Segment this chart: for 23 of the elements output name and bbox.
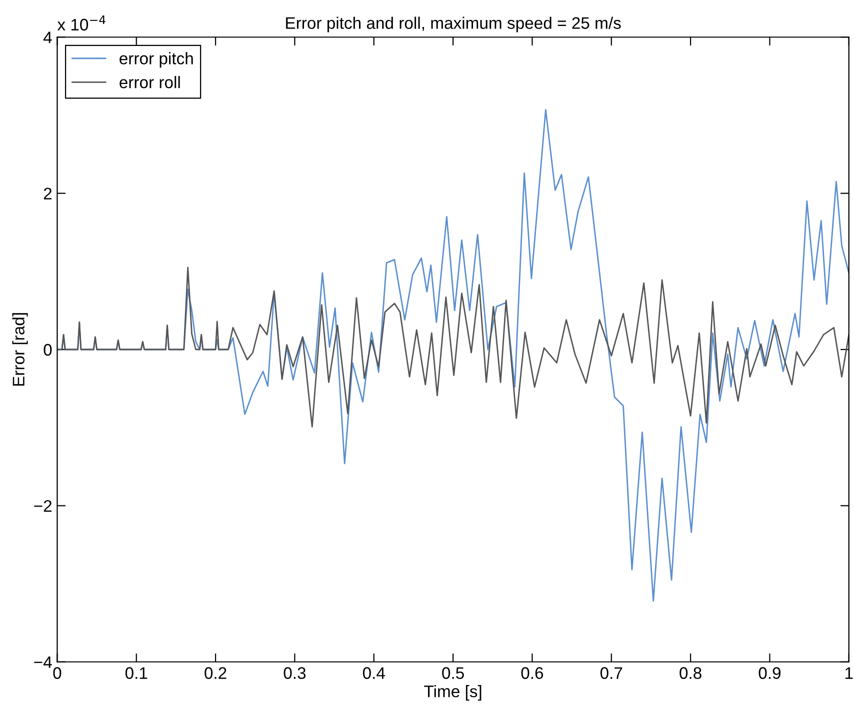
- line-series: [57, 266, 849, 428]
- x-axis-title: Time [s]: [424, 685, 482, 701]
- y-tick-label: 0: [44, 344, 52, 356]
- x-tick-label: 0.6: [521, 667, 544, 679]
- x-tick-label: 1: [846, 667, 853, 679]
- y-tick-label: 2: [44, 188, 52, 200]
- y-tick-label: 4: [43, 32, 52, 44]
- x-tick-label: 0.9: [758, 667, 781, 679]
- x-tick-label: 0: [53, 667, 62, 679]
- y-tick-label: −2: [34, 500, 52, 512]
- x-tick-label: 0.5: [442, 667, 464, 679]
- x-tick-label: 0.4: [362, 667, 385, 679]
- y-tick-label: −4: [34, 656, 52, 668]
- legend-label: error pitch: [120, 52, 193, 68]
- x-tick-label: 0.3: [284, 667, 306, 679]
- x-tick-label: 0.7: [600, 667, 622, 679]
- chart-title: Error pitch and roll, maximum speed = 25 m/s: [286, 16, 621, 32]
- x-tick-label: 0.2: [204, 667, 226, 679]
- legend-label: error roll: [120, 76, 180, 88]
- text: x 10$^{−4}$: [57, 16, 106, 31]
- y-axis-title: Error [rad]: [12, 313, 28, 386]
- x-tick-label: 0.8: [680, 667, 702, 679]
- x-tick-label: 0.1: [125, 667, 148, 679]
